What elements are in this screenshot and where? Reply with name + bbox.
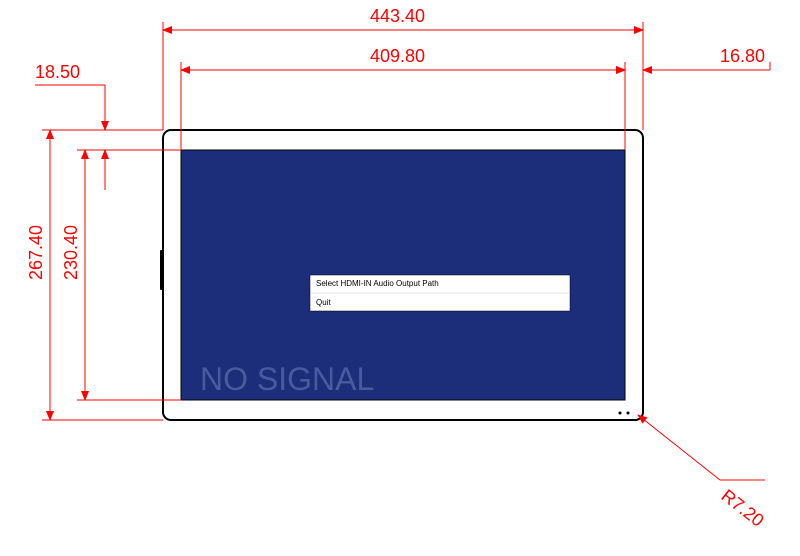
svg-text:267.40: 267.40 (26, 225, 46, 280)
no-signal-text: NO SIGNAL (200, 361, 374, 397)
dim-corner-radius: R7.20 (638, 415, 768, 531)
dim-top-margin: 18.50 (35, 62, 181, 190)
indicator-dot (627, 412, 630, 415)
menu-item-1: Select HDMI-IN Audio Output Path (316, 279, 439, 288)
dim-screen-width: 409.80 (181, 46, 625, 150)
svg-text:R7.20: R7.20 (718, 485, 768, 530)
svg-text:409.80: 409.80 (370, 46, 425, 66)
svg-text:18.50: 18.50 (35, 62, 80, 82)
dim-right-margin: 16.80 (580, 46, 770, 70)
svg-text:443.40: 443.40 (370, 6, 425, 26)
side-button (160, 250, 163, 290)
menu-item-2: Quit (316, 298, 331, 307)
svg-text:16.80: 16.80 (720, 46, 765, 66)
dim-outer-height: 267.40 (26, 130, 163, 420)
dim-outer-width: 443.40 (163, 6, 643, 130)
indicator-dot (619, 412, 622, 415)
svg-text:230.40: 230.40 (61, 225, 81, 280)
